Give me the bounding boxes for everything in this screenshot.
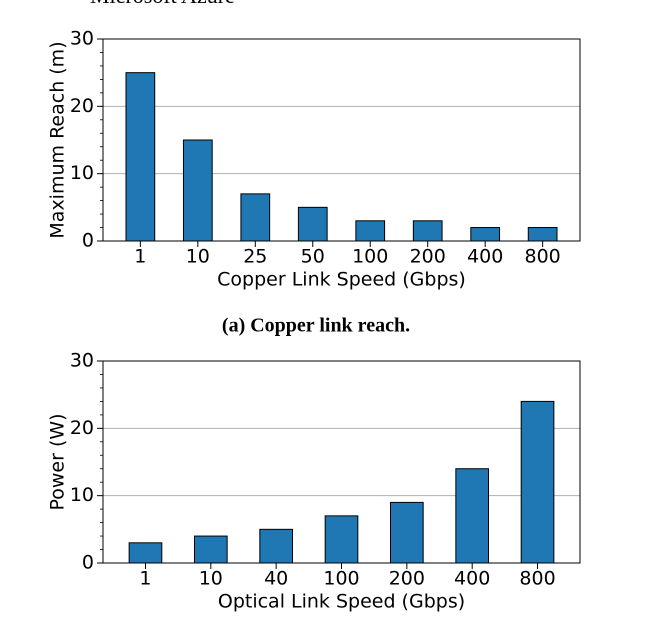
bar [390,501,424,564]
bar [125,72,156,242]
x-tick-label: 100 [352,246,388,268]
bar [412,220,443,242]
x-tick-label: 50 [301,246,325,268]
y-tick-label: 10 [70,162,94,184]
y-tick-label: 0 [82,230,94,252]
bar [527,227,558,242]
bar [470,227,501,242]
x-tick-label: 1 [134,246,146,268]
bar [455,468,490,564]
x-tick-label: 100 [323,568,359,590]
y-tick-label: 30 [70,350,94,372]
x-tick-label: 800 [525,246,561,268]
x-tick-label: 200 [389,568,425,590]
y-tick-label: 30 [70,28,94,50]
bar [240,193,271,242]
x-tick-label: 800 [519,568,555,590]
bar [128,542,163,564]
x-axis-label: Copper Link Speed (Gbps) [217,269,466,291]
x-tick-label: 400 [467,246,503,268]
y-tick-label: 20 [70,417,94,439]
x-tick-label: 10 [186,246,210,268]
x-tick-label: 400 [454,568,490,590]
y-tick-label: 0 [82,552,94,574]
x-tick-label: 25 [243,246,267,268]
y-axis-label: Maximum Reach (m) [47,41,69,238]
bar [259,528,293,564]
bar [355,220,386,242]
x-tick-label: 40 [264,568,288,590]
x-tick-label: 1 [139,568,151,590]
x-tick-label: 200 [410,246,446,268]
y-axis-label: Power (W) [47,413,69,510]
bar [297,206,328,242]
bar [182,139,213,242]
bar [193,535,228,564]
bar [520,400,555,564]
bar [324,515,359,564]
x-tick-label: 10 [199,568,223,590]
y-tick-label: 10 [70,484,94,506]
y-tick-label: 20 [70,95,94,117]
caption: (a) Copper link reach. [222,315,410,337]
header-text: Microsoft Azure [90,0,235,8]
x-axis-label: Optical Link Speed (Gbps) [218,591,465,613]
plot-frame [102,360,581,564]
plot-frame [102,38,581,242]
